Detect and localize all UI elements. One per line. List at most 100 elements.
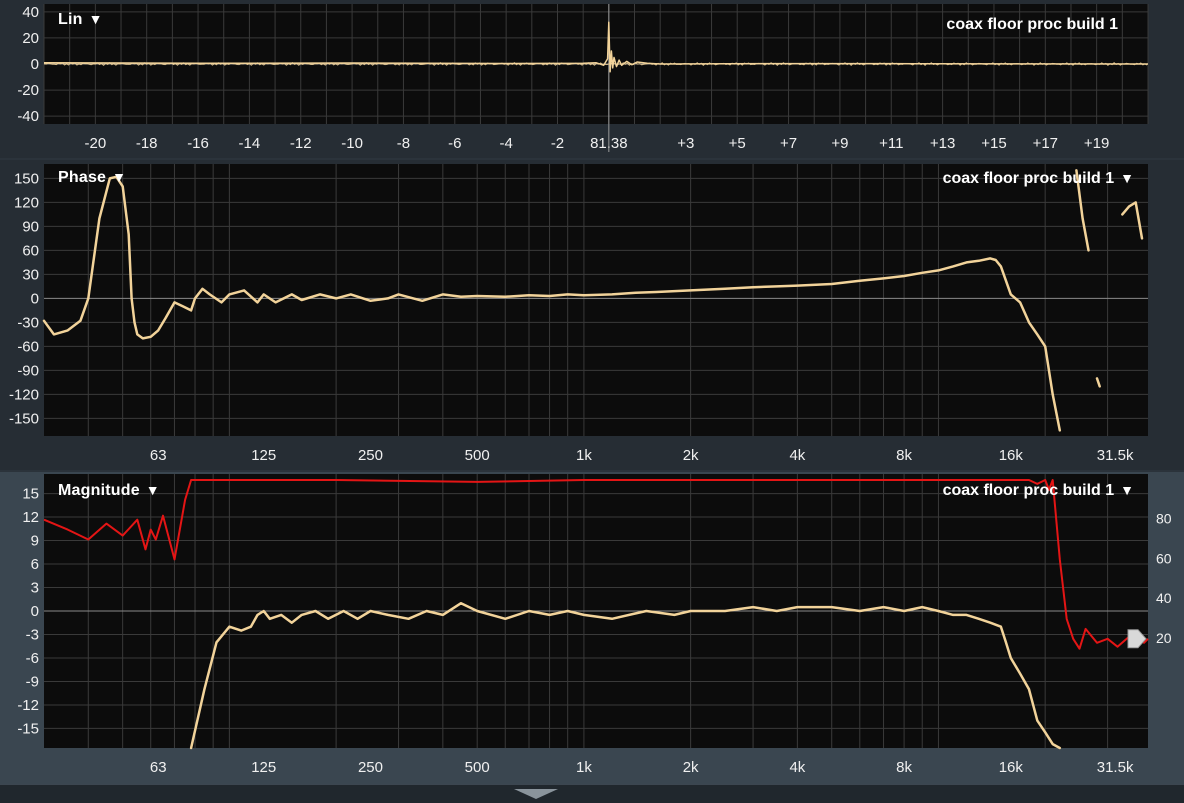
x-tick-label: +19: [1084, 135, 1109, 152]
impulse-trace: [43, 21, 1149, 73]
phase-trace-segment: [1075, 169, 1090, 252]
x-tick-label: 4k: [789, 447, 805, 464]
x-tick-label: -6: [448, 135, 461, 152]
bottom-bar: [0, 784, 1184, 803]
x-tick-label: -8: [397, 135, 410, 152]
chevron-down-icon: ▼: [88, 11, 103, 27]
x-tick-label: 125: [251, 759, 276, 776]
x-tick-label: 1k: [576, 759, 592, 776]
chevron-down-icon: ▼: [112, 169, 127, 185]
y-tick-label: 0: [31, 56, 39, 73]
chevron-down-icon: ▼: [145, 482, 160, 498]
x-tick-label: 250: [358, 447, 383, 464]
threshold-handle-icon: [1127, 629, 1147, 649]
x-tick-label: -16: [187, 135, 209, 152]
y-tick-label: -120: [9, 386, 39, 403]
y-tick-label: 120: [14, 194, 39, 211]
x-tick-label: +5: [729, 135, 746, 152]
x-tick-label: +3: [677, 135, 694, 152]
phase-trace-segment: [1095, 377, 1101, 388]
horizontal-grid: [44, 177, 1148, 419]
phase-trace-selector[interactable]: coax floor proc build 1 ▼: [943, 170, 1134, 188]
x-tick-label: 31.5k: [1097, 759, 1134, 776]
x-tick-label: -20: [85, 135, 107, 152]
y-tick-label: -60: [17, 338, 39, 355]
x-tick-label: 8k: [896, 759, 912, 776]
y-tick-label: -20: [17, 82, 39, 99]
y-tick-label: -3: [26, 626, 39, 643]
x-tick-label: 16k: [999, 447, 1024, 464]
collapse-handle-icon[interactable]: [514, 789, 558, 799]
right-tick-label: 80: [1156, 511, 1172, 527]
phase-trace-segment: [42, 175, 1062, 432]
x-tick-label: 31.5k: [1097, 447, 1134, 464]
y-tick-label: 6: [31, 556, 39, 573]
x-tick-label: 8k: [896, 447, 912, 464]
y-tick-label: 20: [22, 30, 39, 47]
x-tick-label: 2k: [683, 447, 699, 464]
x-tick-label: 63: [150, 447, 167, 464]
x-tick-label: -4: [499, 135, 512, 152]
x-tick-label: 125: [251, 447, 276, 464]
y-tick-label: -9: [26, 673, 39, 690]
y-tick-label: -150: [9, 410, 39, 427]
magnitude-trace-name: coax floor proc build 1: [942, 482, 1115, 499]
y-tick-label: 3: [31, 580, 39, 597]
magnitude-view-dropdown[interactable]: Magnitude ▼: [58, 482, 160, 500]
lin-view-dropdown[interactable]: Lin ▼: [58, 11, 103, 29]
phase-trace-segment: [1121, 201, 1144, 240]
x-tick-label: 16k: [999, 759, 1024, 776]
x-tick-label: 250: [358, 759, 383, 776]
x-tick-label: -2: [551, 135, 564, 152]
x-tick-label: +9: [831, 135, 848, 152]
y-tick-label: 90: [22, 218, 39, 235]
y-tick-label: -15: [17, 720, 39, 737]
coherence-trace: [43, 479, 1149, 650]
x-tick-label: -18: [136, 135, 158, 152]
chevron-down-icon: ▼: [1120, 170, 1134, 186]
x-tick-label: +11: [879, 135, 903, 152]
x-tick-label: 4k: [789, 759, 805, 776]
x-tick-label: -10: [341, 135, 363, 152]
y-tick-label: 12: [22, 509, 39, 526]
chevron-down-icon: ▼: [1120, 482, 1134, 498]
y-tick-label: 0: [31, 603, 39, 620]
y-tick-label: 40: [22, 4, 39, 21]
y-tick-label: -90: [17, 362, 39, 379]
x-tick-label: -14: [239, 135, 261, 152]
magnitude-title: Magnitude: [58, 482, 140, 499]
x-tick-label: 63: [150, 759, 167, 776]
y-tick-label: 9: [31, 533, 39, 550]
phase-view-dropdown[interactable]: Phase ▼: [58, 169, 126, 187]
x-tick-label: +13: [930, 135, 955, 152]
lin-trace-name[interactable]: coax floor proc build 1: [946, 16, 1118, 33]
plot-area: [44, 164, 1148, 436]
x-tick-label: 2k: [683, 759, 699, 776]
horizontal-grid: [44, 493, 1148, 729]
lin-title: Lin: [58, 11, 83, 28]
y-tick-label: 0: [31, 290, 39, 307]
magnitude-panel: 15 12 9 6 3 0 -3 -6 -9 -12 -15 63 125 250 500 1k 2k 4k 8k 1…: [0, 472, 1184, 784]
y-tick-label: -40: [17, 108, 39, 125]
right-tick-label: 60: [1156, 550, 1172, 566]
magnitude-trace: [189, 601, 1062, 750]
x-tick-label: +15: [981, 135, 1006, 152]
x-tick-label: 500: [465, 759, 490, 776]
x-tick-label: -12: [290, 135, 312, 152]
right-tick-label: 20: [1156, 630, 1172, 646]
phase-title: Phase: [58, 169, 107, 186]
x-tick-label: +17: [1033, 135, 1058, 152]
y-tick-label: -12: [17, 697, 39, 714]
phase-trace-name: coax floor proc build 1: [942, 170, 1115, 187]
phase-panel: 150 120 90 60 30 0 -30 -60 -90 -120 -150 63 125 250 50…: [0, 160, 1184, 470]
x-tick-label: 500: [465, 447, 490, 464]
y-tick-label: 60: [22, 242, 39, 259]
phase-chart: 150 120 90 60 30 0 -30 -60 -90 -120 -150 63 125 250 50…: [9, 164, 1148, 464]
magnitude-trace-selector[interactable]: coax floor proc build 1 ▼: [943, 482, 1134, 500]
right-tick-label: 40: [1156, 590, 1172, 606]
x-tick-label: +7: [780, 135, 797, 152]
impulse-panel: 40 20 0 -20 -40 -20 -18 -16 -14 -12 -10 -8 -6 -4 -2 81.…: [0, 0, 1184, 158]
y-tick-label: 150: [14, 170, 39, 187]
